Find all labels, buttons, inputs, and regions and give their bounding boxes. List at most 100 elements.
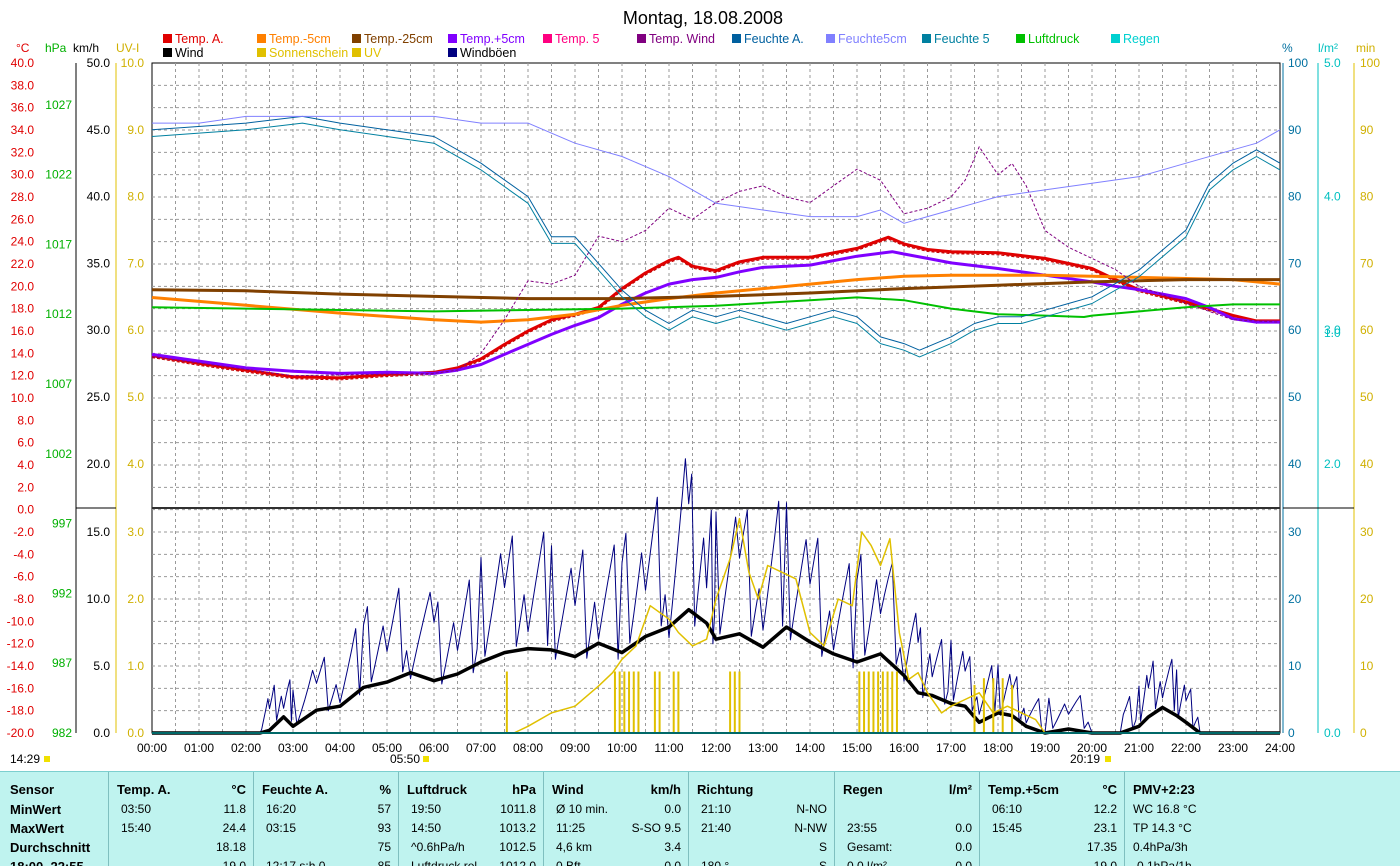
- x-tick-label: 06:00: [419, 741, 449, 755]
- legend-label: Temp. Wind: [649, 32, 715, 46]
- uv-tick-label: 9.0: [127, 123, 144, 137]
- x-tick-label: 21:00: [1124, 741, 1154, 755]
- corner-time-label: 14:29: [10, 752, 40, 766]
- kmh-tick-label: 25.0: [87, 390, 111, 404]
- x-tick-label: 01:00: [184, 741, 214, 755]
- stats-value: 75: [377, 840, 391, 854]
- stats-time: 03:50: [121, 802, 152, 816]
- uv-tick-label: 2.0: [127, 592, 144, 606]
- series-line-temp-5cm: [151, 273, 1281, 324]
- legend-label: Luftdruck: [1028, 32, 1080, 46]
- legend-label: UV: [364, 46, 382, 60]
- hpa-tick-label: 1022: [45, 168, 72, 182]
- legend-label: Temp.+5cm: [460, 32, 525, 46]
- temp-tick-label: 14.0: [11, 346, 35, 360]
- stats-time: 11:25: [556, 821, 586, 835]
- stats-unit: hPa: [512, 782, 536, 797]
- temp-tick-label: -2.0: [13, 525, 34, 539]
- min-tick-label: 30: [1360, 525, 1374, 539]
- stats-time: 06:10: [992, 802, 1023, 816]
- min-tick-label: 100: [1360, 56, 1380, 70]
- pct-tick-label: 40: [1288, 457, 1302, 471]
- series-line-sonnenschein: [152, 517, 1280, 734]
- series-line-feuchte5cm: [152, 115, 1281, 224]
- x-tick-label: 13:00: [748, 741, 778, 755]
- x-tick-label: 16:00: [889, 741, 919, 755]
- stats-unit: l/m²: [948, 782, 972, 797]
- temp-tick-label: -16.0: [7, 681, 35, 695]
- uv-tick-label: 7.0: [127, 256, 144, 270]
- x-tick-label: 22:00: [1171, 741, 1201, 755]
- x-tick-label: 17:00: [936, 741, 966, 755]
- x-tick-label: 20:00: [1077, 741, 1107, 755]
- series-line-feuchte-a-: [151, 115, 1281, 351]
- x-tick-label: 04:00: [325, 741, 355, 755]
- stats-time: 15:45: [992, 821, 1023, 835]
- sunrise-marker: [423, 756, 429, 762]
- min-tick-label: 60: [1360, 323, 1374, 337]
- series-line-temp-25cm: [151, 278, 1280, 301]
- legend-label: Feuchte5cm: [838, 32, 907, 46]
- kmh-tick-label: 0.0: [93, 726, 110, 740]
- stats-time: 14:50: [411, 821, 442, 835]
- legend-label: Windböen: [460, 46, 516, 60]
- stats-value: 0.0: [664, 859, 681, 866]
- temp-tick-label: -12.0: [7, 637, 35, 651]
- stats-time: 12:17 s:h 0: [266, 859, 326, 866]
- series-line-temp-5cm: [151, 250, 1280, 375]
- hpa-tick-label: 997: [52, 517, 72, 531]
- uv-tick-label: 8.0: [127, 190, 144, 204]
- stats-time: 16:20: [266, 802, 297, 816]
- temp-tick-label: -6.0: [13, 570, 34, 584]
- temp-tick-label: 16.0: [11, 324, 35, 338]
- axis-unit-right: l/m²: [1318, 41, 1338, 55]
- temp-tick-label: 12.0: [11, 369, 35, 383]
- stats-value: S: [818, 840, 827, 854]
- temp-tick-label: 40.0: [11, 56, 35, 70]
- stats-value: 1012.5: [499, 840, 536, 854]
- legend-label: Temp. 5: [555, 32, 600, 46]
- rain-tick-label: 4.0: [1324, 190, 1341, 204]
- legend-label: Temp.-25cm: [364, 32, 433, 46]
- legend-label: Regen: [1123, 32, 1160, 46]
- stats-time: 23:55: [847, 821, 878, 835]
- stats-col-pmv: PMV+2:23 WC 16.8 °C TP 14.3 °C 0.4hPa/3h -0.…: [1124, 772, 1400, 866]
- x-tick-label: 23:00: [1218, 741, 1248, 755]
- stats-header: Luftdruck: [407, 782, 467, 797]
- legend-swatch: [1016, 34, 1025, 43]
- series-line-luftdruck: [151, 296, 1280, 318]
- legend-swatch: [257, 48, 266, 57]
- rain-tick-label: 0.0: [1324, 726, 1341, 740]
- legend-label: Temp. A.: [175, 32, 224, 46]
- uv-tick-label: 5.0: [127, 390, 144, 404]
- stats-time: 15:40: [121, 821, 152, 835]
- stats-header: Temp.+5cm: [988, 782, 1059, 797]
- pct-tick-label: 100: [1288, 56, 1308, 70]
- stats-col-wind: Wind km/h Ø 10 min. 0.0 11:25 S-SO 9.5 4,6 km 3…: [543, 772, 689, 866]
- stats-time: 21:10: [701, 802, 732, 816]
- temp-tick-label: 20.0: [11, 279, 35, 293]
- x-tick-label: 03:00: [278, 741, 308, 755]
- sunset-label: 20:19: [1070, 752, 1100, 766]
- stats-unit: km/h: [650, 782, 681, 797]
- uv-tick-label: 3.0: [127, 525, 144, 539]
- rain-tick-label: 5.0: [1324, 56, 1341, 70]
- stats-value: 12.2: [1093, 802, 1117, 816]
- temp-tick-label: 0.0: [17, 503, 34, 517]
- temp-tick-label: 6.0: [17, 436, 34, 450]
- temp-tick-label: 22.0: [11, 257, 35, 271]
- stats-time: 21:40: [701, 821, 732, 835]
- stats-col-richtung: Richtung 21:10 N-NO 21:40 N-NW S 180 ° S: [688, 772, 835, 866]
- stats-pmv-value: TP 14.3 °C: [1133, 821, 1192, 835]
- stats-time: Gesamt:: [847, 840, 893, 854]
- stats-col-regen: Regen l/m² 23:55 0.0 Gesamt: 0.0 0.0 l/m² 0.0: [834, 772, 980, 866]
- legend-swatch: [257, 34, 266, 43]
- stats-time: Luftdruck rel.: [411, 859, 481, 866]
- temp-tick-label: 26.0: [11, 212, 35, 226]
- kmh-tick-label: 30.0: [87, 323, 111, 337]
- stats-value: N-NW: [794, 821, 827, 835]
- stats-value: 3.4: [664, 840, 681, 854]
- legend-swatch: [922, 34, 931, 43]
- stats-col-luftdruck: Luftdruck hPa 19:50 1011.8 14:50 1013.2 ^0.6hP…: [398, 772, 544, 866]
- stats-header: Feuchte A.: [262, 782, 328, 797]
